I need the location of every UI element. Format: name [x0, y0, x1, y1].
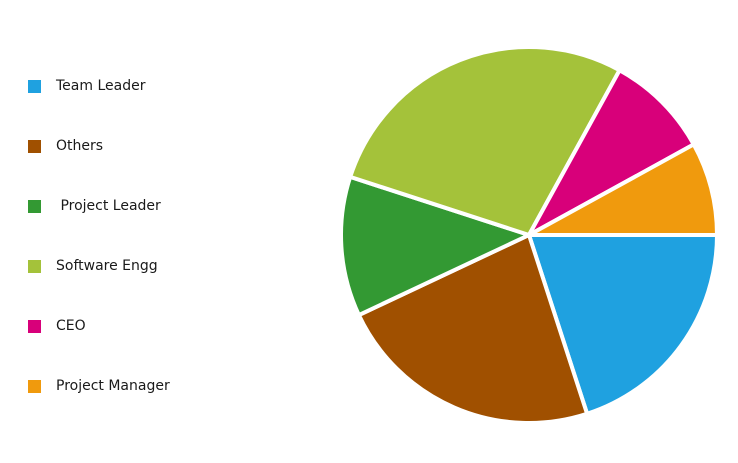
chart-legend: Team Leader Others Project Leader Softwa…: [28, 76, 288, 396]
legend-label: Project Manager: [56, 378, 170, 394]
pie-slice-team-leader[interactable]: [527, 233, 719, 416]
pie-slice-project-manager[interactable]: [527, 142, 719, 237]
legend-item-others[interactable]: Others: [28, 136, 288, 156]
pie-slice-project-leader[interactable]: [339, 174, 531, 318]
legend-swatch: [28, 319, 41, 333]
legend-label: Others: [56, 138, 104, 154]
legend-label: Project Leader: [56, 198, 161, 214]
legend-swatch: [28, 139, 41, 153]
legend-item-project-manager[interactable]: Project Manager: [28, 376, 288, 396]
pie-slice-others[interactable]: [356, 233, 590, 425]
legend-swatch: [28, 379, 41, 393]
legend-swatch: [28, 199, 41, 213]
pie-slice-software-engg[interactable]: [348, 45, 622, 237]
legend-item-software-engg[interactable]: Software Engg: [28, 256, 288, 276]
legend-swatch: [28, 259, 41, 273]
legend-item-project-leader[interactable]: Project Leader: [28, 196, 288, 216]
legend-label: Software Engg: [56, 258, 158, 274]
pie-chart: [339, 45, 719, 425]
legend-label: Team Leader: [56, 78, 146, 94]
pie-slice-ceo[interactable]: [527, 68, 696, 237]
legend-item-team-leader[interactable]: Team Leader: [28, 76, 288, 96]
legend-label: CEO: [56, 318, 86, 334]
legend-swatch: [28, 79, 41, 93]
legend-item-ceo[interactable]: CEO: [28, 316, 288, 336]
